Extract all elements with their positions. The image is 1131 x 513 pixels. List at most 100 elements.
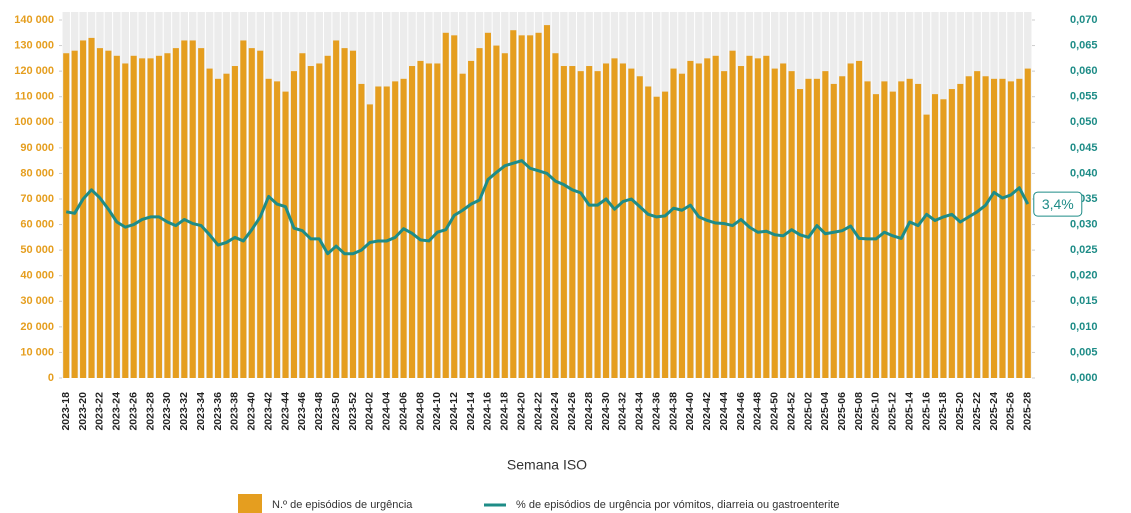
y-tick-label: 40 000 (20, 270, 54, 282)
x-tick-label: 2024-32 (617, 392, 629, 431)
x-tick-label: 2024-48 (752, 392, 764, 431)
legend-swatch (238, 494, 262, 513)
x-tick-label: 2024-52 (785, 392, 797, 431)
bar (712, 55, 719, 379)
x-tick-label: 2024-34 (634, 392, 646, 431)
bar (316, 63, 323, 378)
y-tick-label: 70 000 (20, 193, 54, 205)
bar (215, 78, 222, 379)
bar (645, 86, 652, 378)
y-tick-label: 130 000 (14, 39, 54, 51)
x-tick-label: 2023-34 (195, 392, 207, 431)
bar (974, 71, 981, 379)
x-tick-label: 2024-30 (600, 392, 612, 431)
x-tick-label: 2024-20 (515, 392, 527, 431)
x-tick-label: 2024-44 (718, 392, 730, 431)
x-tick-label: 2024-06 (397, 392, 409, 431)
y-tick-label: 100 000 (14, 116, 54, 128)
bar (560, 66, 567, 379)
y-tick-label: 110 000 (15, 91, 54, 103)
bar (729, 50, 736, 378)
x-tick-label: 2024-12 (448, 392, 460, 431)
x-tick-label: 2024-26 (566, 392, 578, 431)
bar (189, 40, 196, 378)
bar (231, 66, 238, 379)
bar (307, 66, 314, 379)
data-label: 3,4% (1042, 196, 1074, 212)
bar (1007, 81, 1014, 378)
x-tick-label: 2024-40 (684, 392, 696, 431)
bar (518, 35, 525, 378)
bar (611, 58, 618, 378)
bar (383, 86, 390, 378)
bar (670, 68, 677, 378)
bar (493, 45, 500, 378)
bar (847, 63, 854, 378)
bar (223, 73, 230, 378)
bar (510, 30, 517, 378)
bar (636, 76, 643, 378)
x-tick-label: 2025-28 (1022, 392, 1034, 431)
y-tick-label: 60 000 (20, 218, 54, 230)
bar (468, 60, 475, 379)
x-tick-label: 2023-50 (330, 392, 342, 431)
x-tick-label: 2024-28 (583, 392, 595, 431)
bar (856, 60, 863, 379)
bar (577, 71, 584, 379)
y-tick-label: 90 000 (20, 142, 54, 154)
bar (80, 40, 87, 378)
bar (265, 78, 272, 379)
bar (586, 66, 593, 379)
bar (965, 76, 972, 378)
bar (527, 35, 534, 378)
bar (484, 32, 491, 379)
x-tick-label: 2025-02 (802, 392, 814, 431)
bar (788, 71, 795, 379)
y2-tick-label: 0,000 (1070, 372, 1098, 384)
x-tick-label: 2023-24 (111, 392, 123, 431)
x-tick-label: 2023-20 (77, 392, 89, 431)
bar (122, 63, 129, 378)
bar (948, 89, 955, 379)
x-tick-label: 2023-48 (313, 392, 325, 431)
x-tick-label: 2023-52 (347, 392, 359, 431)
bar (543, 25, 551, 378)
x-tick-label: 2024-16 (482, 392, 494, 431)
bar (425, 63, 432, 378)
bar (1016, 78, 1023, 379)
bar (535, 32, 542, 379)
x-tick-label: 2024-36 (650, 392, 662, 431)
bar (88, 37, 95, 379)
bar (780, 63, 787, 378)
x-tick-label: 2023-26 (127, 392, 139, 431)
bar (333, 40, 340, 378)
bar (662, 91, 669, 378)
x-tick-label: 2025-10 (870, 392, 882, 431)
bar (864, 81, 871, 378)
bar (872, 94, 879, 379)
bar (940, 99, 947, 379)
y-tick-label: 50 000 (20, 244, 54, 256)
line (65, 159, 1030, 256)
bar (198, 48, 205, 378)
y2-tick-label: 0,050 (1070, 116, 1098, 128)
bar (906, 78, 913, 379)
x-tick-label: 2023-38 (229, 392, 241, 431)
bar (409, 66, 416, 379)
x-tick-label: 2025-18 (937, 392, 949, 431)
y-tick-label: 140 000 (14, 14, 54, 26)
bar (999, 78, 1006, 379)
x-tick-label: 2025-16 (920, 392, 932, 431)
bar (476, 48, 483, 378)
bar (754, 58, 761, 378)
bar (991, 78, 998, 379)
x-tick-label: 2025-06 (836, 392, 848, 431)
y-tick-label: 120 000 (14, 65, 54, 77)
y2-tick-label: 0,055 (1070, 91, 1098, 103)
x-tick-label: 2025-24 (988, 392, 1000, 431)
x-tick-label: 2023-36 (212, 392, 224, 431)
bar (164, 53, 171, 378)
bar (746, 55, 753, 379)
y2-tick-label: 0,025 (1070, 244, 1098, 256)
